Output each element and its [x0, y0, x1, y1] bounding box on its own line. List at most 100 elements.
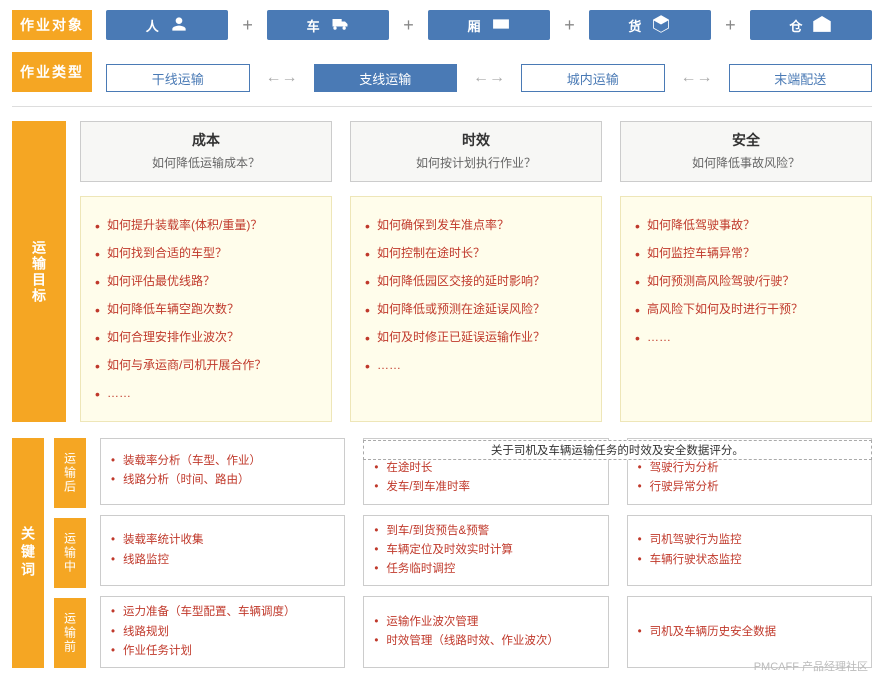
plus-sign: +: [719, 15, 742, 36]
goal-title: 成本: [81, 130, 331, 150]
objects-label: 作业对象: [12, 10, 92, 40]
warehouse-icon: [812, 14, 832, 37]
goal-title: 时效: [351, 130, 601, 150]
goal-list: 如何提升装载率(体积/重量)？如何找到合适的车型？如何评估最优线路？如何降低车辆…: [80, 196, 332, 422]
goal-item: 如何与承运商/司机开展合作？: [93, 351, 321, 379]
goal-item: 如何降低或预测在途延误风险？: [363, 295, 591, 323]
kw-item: 线路分析（时间、路由）: [111, 471, 336, 490]
stage-label: 运输后: [54, 438, 86, 508]
types-content: 干线运输 ←→ 支线运输 ←→ 城内运输 ←→ 末端配送: [92, 52, 872, 92]
kw-item: 时效管理（线路时效、作业波次）: [374, 632, 599, 651]
goal-list: 如何确保到发车准点率？如何控制在途时长？如何降低园区交接的延时影响？如何降低或预…: [350, 196, 602, 422]
goal-list: 如何降低驾驶事故？如何监控车辆异常？如何预测高风险驾驶/行驶？高风险下如何及时进…: [620, 196, 872, 422]
kw-item: 到车/到货预告&预警: [374, 522, 599, 541]
box-icon: [651, 14, 671, 37]
goal-column: 时效如何按计划执行作业？ 如何确保到发车准点率？如何控制在途时长？如何降低园区交接…: [350, 121, 602, 422]
goals-label: 运输目标: [12, 121, 66, 422]
object-label: 厢: [468, 16, 481, 35]
goal-item: 如何找到合适的车型？: [93, 239, 321, 267]
goal-item: 高风险下如何及时进行干预？: [633, 295, 861, 323]
truck-icon: [330, 14, 350, 37]
kw-item: 车辆行驶状态监控: [638, 551, 863, 570]
goal-subtitle: 如何按计划执行作业？: [351, 154, 601, 171]
object-person: 人: [106, 10, 228, 40]
kw-item: 运力准备（车型配置、车辆调度）: [111, 603, 336, 622]
plus-sign: +: [558, 15, 581, 36]
objects-row: 作业对象 人 + 车 + 厢 + 货 + 仓: [12, 10, 872, 40]
watermark: PMCAFF 产品经理社区: [754, 658, 868, 674]
type-box: 支线运输: [314, 64, 458, 92]
kw-item: 线路监控: [111, 551, 336, 570]
arrow-bidir: ←→: [673, 69, 721, 87]
object-label: 人: [146, 16, 159, 35]
goal-item: 如何合理安排作业波次？: [93, 323, 321, 351]
kw-cell: 装载率分析（车型、作业）线路分析（时间、路由）: [100, 438, 345, 505]
goal-item: ……: [363, 351, 591, 379]
goal-subtitle: 如何降低事故风险？: [621, 154, 871, 171]
objects-content: 人 + 车 + 厢 + 货 + 仓: [92, 10, 872, 40]
kw-item: 行驶异常分析: [638, 478, 863, 497]
kw-item: 作业任务计划: [111, 642, 336, 661]
kw-item: 任务临时调控: [374, 560, 599, 579]
goal-item: 如何控制在途时长？: [363, 239, 591, 267]
kw-item: 驾驶行为分析: [638, 459, 863, 478]
kw-item: 运输作业波次管理: [374, 613, 599, 632]
goal-item: 如何降低驾驶事故？: [633, 211, 861, 239]
kw-item: 在途时长: [374, 459, 599, 478]
goal-header: 时效如何按计划执行作业？: [350, 121, 602, 182]
object-box: 货: [589, 10, 711, 40]
stage-label: 运输中: [54, 518, 86, 588]
goal-item: 如何降低车辆空跑次数？: [93, 295, 321, 323]
goal-item: 如何降低园区交接的延时影响？: [363, 267, 591, 295]
kw-item: 装载率统计收集: [111, 531, 336, 550]
object-label: 仓: [789, 16, 802, 35]
kw-item: 线路规划: [111, 623, 336, 642]
plus-sign: +: [397, 15, 420, 36]
keywords-label: 关键词: [12, 438, 44, 668]
type-box: 干线运输: [106, 64, 250, 92]
object-truck: 车: [267, 10, 389, 40]
container-icon: [491, 14, 511, 37]
kw-cell: 到车/到货预告&预警车辆定位及时效实时计算任务临时调控: [363, 515, 608, 587]
goal-item: 如何及时修正已延误运输作业？: [363, 323, 591, 351]
keywords-row: 关键词 运输后运输中运输前 装载率分析（车型、作业）线路分析（时间、路由） 在途时…: [12, 438, 872, 668]
goal-item: 如何评估最优线路？: [93, 267, 321, 295]
kw-cell: 装载率统计收集线路监控: [100, 515, 345, 587]
goal-item: 如何提升装载率(体积/重量)？: [93, 211, 321, 239]
goal-column: 安全如何降低事故风险？ 如何降低驾驶事故？如何监控车辆异常？如何预测高风险驾驶/行…: [620, 121, 872, 422]
goal-header: 成本如何降低运输成本？: [80, 121, 332, 182]
goal-item: ……: [93, 379, 321, 407]
goal-item: 如何监控车辆异常？: [633, 239, 861, 267]
person-icon: [169, 14, 189, 37]
types-label: 作业类型: [12, 52, 92, 92]
types-row: 作业类型 干线运输 ←→ 支线运输 ←→ 城内运输 ←→ 末端配送: [12, 52, 872, 92]
goal-header: 安全如何降低事故风险？: [620, 121, 872, 182]
arrow-bidir: ←→: [465, 69, 513, 87]
object-container: 厢: [428, 10, 550, 40]
kw-item: 发车/到车准时率: [374, 478, 599, 497]
arrow-bidir: ←→: [258, 69, 306, 87]
goal-subtitle: 如何降低运输成本？: [81, 154, 331, 171]
kw-item: 司机驾驶行为监控: [638, 531, 863, 550]
goals-row: 运输目标 成本如何降低运输成本？ 如何提升装载率(体积/重量)？如何找到合适的车型…: [12, 121, 872, 422]
kw-item: 装载率分析（车型、作业）: [111, 452, 336, 471]
goal-item: 如何确保到发车准点率？: [363, 211, 591, 239]
stage-label: 运输前: [54, 598, 86, 668]
kw-item: 车辆定位及时效实时计算: [374, 541, 599, 560]
kw-cell: 司机驾驶行为监控车辆行驶状态监控: [627, 515, 872, 587]
kw-cell: 运力准备（车型配置、车辆调度）线路规划作业任务计划: [100, 596, 345, 668]
kw-banner: 关于司机及车辆运输任务的时效及安全数据评分。: [363, 440, 872, 460]
goal-item: ……: [633, 323, 861, 351]
type-box: 城内运输: [521, 64, 665, 92]
plus-sign: +: [236, 15, 259, 36]
goal-column: 成本如何降低运输成本？ 如何提升装载率(体积/重量)？如何找到合适的车型？如何评估…: [80, 121, 332, 422]
kw-cell: 运输作业波次管理时效管理（线路时效、作业波次）: [363, 596, 608, 668]
kw-item: 司机及车辆历史安全数据: [638, 623, 863, 642]
object-warehouse: 仓: [750, 10, 872, 40]
object-label: 车: [307, 16, 320, 35]
object-label: 货: [628, 16, 641, 35]
kw-row: 装载率统计收集线路监控到车/到货预告&预警车辆定位及时效实时计算任务临时调控司机…: [100, 515, 872, 587]
separator: [12, 106, 872, 107]
goals-content: 成本如何降低运输成本？ 如何提升装载率(体积/重量)？如何找到合适的车型？如何评估…: [66, 121, 872, 422]
type-box: 末端配送: [729, 64, 873, 92]
